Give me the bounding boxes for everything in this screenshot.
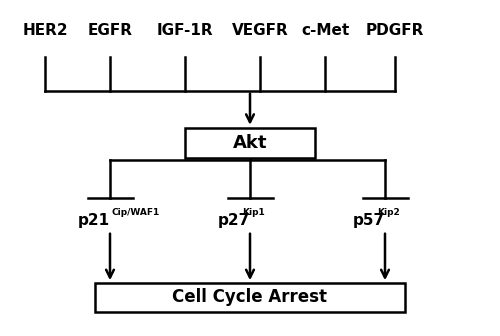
Text: p57: p57 xyxy=(352,213,384,227)
Text: c-Met: c-Met xyxy=(301,23,349,38)
Text: EGFR: EGFR xyxy=(88,23,132,38)
Text: IGF-1R: IGF-1R xyxy=(156,23,214,38)
Text: Cell Cycle Arrest: Cell Cycle Arrest xyxy=(172,288,328,306)
Text: p27: p27 xyxy=(218,213,250,227)
FancyBboxPatch shape xyxy=(185,128,315,158)
FancyBboxPatch shape xyxy=(95,283,405,312)
Text: p21: p21 xyxy=(78,213,110,227)
Text: VEGFR: VEGFR xyxy=(232,23,288,38)
Text: PDGFR: PDGFR xyxy=(366,23,424,38)
Text: Cip/WAF1: Cip/WAF1 xyxy=(112,208,160,217)
Text: Kip2: Kip2 xyxy=(378,208,400,217)
Text: Akt: Akt xyxy=(233,134,267,152)
Text: HER2: HER2 xyxy=(22,23,68,38)
Text: Kip1: Kip1 xyxy=(242,208,265,217)
